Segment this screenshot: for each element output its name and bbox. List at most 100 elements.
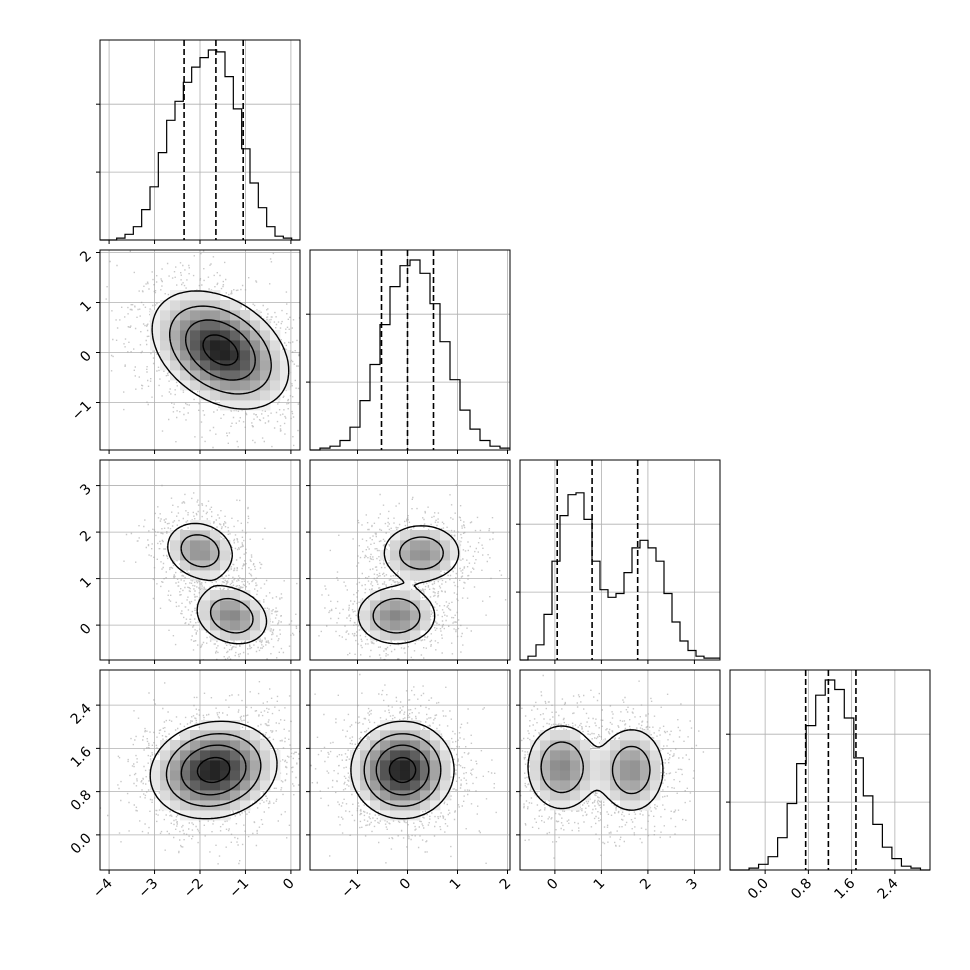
- panel-3-1: −1 0 1 2: [306, 669, 514, 901]
- density-cell: [170, 550, 181, 561]
- density-cell: [230, 320, 241, 331]
- x-tick-label: 0.0: [745, 876, 772, 903]
- density-cell: [170, 770, 181, 781]
- scatter-points: [318, 484, 507, 660]
- density-cell: [180, 750, 191, 761]
- density-cell: [410, 780, 421, 791]
- density-cell: [170, 340, 181, 351]
- density-cell: [640, 730, 651, 741]
- density-cell: [220, 320, 231, 331]
- density-cell: [220, 800, 231, 811]
- density-cell: [390, 560, 401, 571]
- density-cell: [230, 340, 241, 351]
- density-cell: [370, 610, 381, 621]
- density-cell: [620, 770, 631, 781]
- density-cell: [180, 340, 191, 351]
- panel-1-1: [306, 249, 511, 454]
- density-cell: [380, 620, 391, 631]
- density-cell: [570, 790, 581, 801]
- density-cell: [360, 600, 371, 611]
- joint-plot-3-0: [100, 670, 300, 865]
- density-cell: [220, 310, 231, 321]
- density-cell: [270, 760, 281, 771]
- density-cell: [240, 330, 251, 341]
- density-cell: [200, 290, 211, 301]
- density-cell: [560, 740, 571, 751]
- density-cell: [210, 780, 221, 791]
- density-cell: [540, 780, 551, 791]
- density-cell: [180, 360, 191, 371]
- density-cell: [390, 620, 401, 631]
- density-cell: [550, 780, 561, 791]
- density-cell: [230, 620, 241, 631]
- density-cell: [380, 770, 391, 781]
- density-cell: [180, 310, 191, 321]
- panel-frame: [519, 459, 721, 661]
- density-cell: [230, 380, 241, 391]
- density-cell: [530, 750, 541, 761]
- contour-line: [151, 290, 290, 410]
- panel-2-2: [516, 459, 721, 664]
- y-tick-label: 1: [77, 298, 95, 316]
- density-cell: [420, 730, 431, 741]
- density-cell: [200, 740, 211, 751]
- density-cell: [400, 780, 411, 791]
- density-cell: [250, 770, 261, 781]
- density-cell: [240, 310, 251, 321]
- density-cell: [200, 360, 211, 371]
- density-cell: [200, 620, 211, 631]
- density-cell: [390, 550, 401, 561]
- density-cell: [430, 570, 441, 581]
- density-cell: [350, 760, 361, 771]
- density-cell: [620, 790, 631, 801]
- density-cell: [580, 790, 591, 801]
- density-cell: [420, 530, 431, 541]
- density-cell: [380, 750, 391, 761]
- contour-line: [169, 305, 272, 395]
- contour-line: [149, 720, 278, 820]
- density-cell: [230, 760, 241, 771]
- density-cell: [410, 790, 421, 801]
- density-cell: [230, 610, 241, 621]
- density-cell: [410, 610, 421, 621]
- density-cell: [160, 350, 171, 361]
- density-cell: [150, 770, 161, 781]
- density-cell: [260, 380, 271, 391]
- density-cell: [600, 750, 611, 761]
- density-cell: [420, 790, 431, 801]
- density-cell: [620, 750, 631, 761]
- density-cell: [400, 800, 411, 811]
- density-cell: [540, 750, 551, 761]
- density-cell: [390, 770, 401, 781]
- x-tick-label: 3: [684, 876, 702, 894]
- contour-line: [196, 756, 231, 784]
- density-cell: [550, 800, 561, 811]
- density-cell: [580, 780, 591, 791]
- density-cell: [400, 580, 411, 591]
- density-cell: [170, 300, 181, 311]
- panel-0-0: [96, 39, 301, 244]
- density-cell: [160, 320, 171, 331]
- density-cell: [270, 750, 281, 761]
- density-cell: [220, 610, 231, 621]
- density-cell: [150, 760, 161, 771]
- density-cell: [190, 330, 201, 341]
- density-cell: [380, 720, 391, 731]
- density-cell: [270, 360, 281, 371]
- density-cell: [200, 610, 211, 621]
- density-cell: [150, 780, 161, 791]
- density-cell: [630, 760, 641, 771]
- density-cell: [180, 330, 191, 341]
- density-cell: [220, 730, 231, 741]
- density-cell: [210, 760, 221, 771]
- density-cell: [360, 750, 371, 761]
- density-cell: [440, 530, 451, 541]
- density-cell: [240, 590, 251, 601]
- density-cell: [620, 800, 631, 811]
- density-cell: [190, 730, 201, 741]
- density-cell: [390, 590, 401, 601]
- density-cell: [230, 750, 241, 761]
- density-cell: [440, 780, 451, 791]
- density-cell: [610, 780, 621, 791]
- density-cell: [390, 720, 401, 731]
